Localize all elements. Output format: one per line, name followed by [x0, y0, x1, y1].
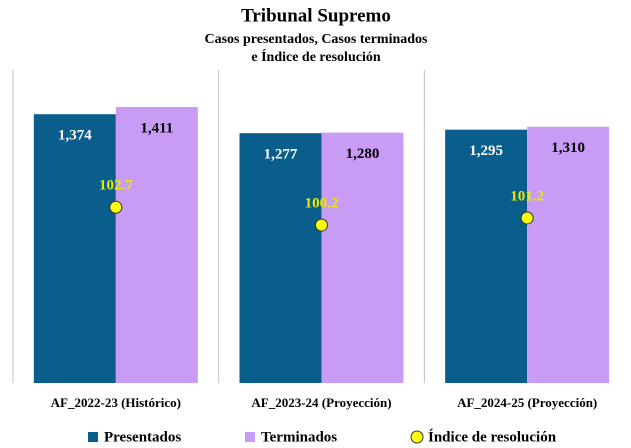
legend-label: Terminados	[261, 429, 337, 445]
chart-title: Tribunal Supremo	[241, 5, 391, 26]
data-label: 102.7	[99, 178, 133, 194]
chart-subtitle: e Índice de resolución	[251, 48, 380, 65]
point	[315, 218, 328, 232]
data-label: 1,310	[551, 140, 585, 156]
data-label: 101.2	[510, 188, 544, 204]
bar	[527, 126, 610, 383]
bar	[115, 106, 198, 384]
data-label: 1,280	[346, 146, 380, 162]
data-label: 1,277	[264, 147, 298, 163]
bar	[321, 132, 404, 383]
data-label: 1,374	[58, 128, 92, 144]
legend-label: Índice de resolución	[428, 428, 557, 445]
x-tick-label: AF_2022-23 (Histórico)	[51, 395, 181, 410]
x-tick-label: AF_2023-24 (Proyección)	[251, 395, 391, 410]
bar	[33, 114, 116, 384]
data-label: 100.2	[305, 196, 339, 212]
legend-marker	[245, 432, 255, 442]
point	[520, 211, 534, 225]
legend-marker	[410, 430, 424, 444]
chart-subtitle: Casos presentados, Casos terminados	[205, 32, 429, 47]
x-tick-label: AF_2024-25 (Proyección)	[457, 395, 597, 410]
bar	[239, 133, 322, 383]
data-label: 1,295	[469, 143, 503, 159]
point	[109, 200, 123, 214]
bar	[445, 129, 528, 383]
legend-label: Presentados	[104, 429, 181, 445]
data-label: 1,411	[140, 120, 173, 136]
legend-marker	[88, 432, 98, 442]
